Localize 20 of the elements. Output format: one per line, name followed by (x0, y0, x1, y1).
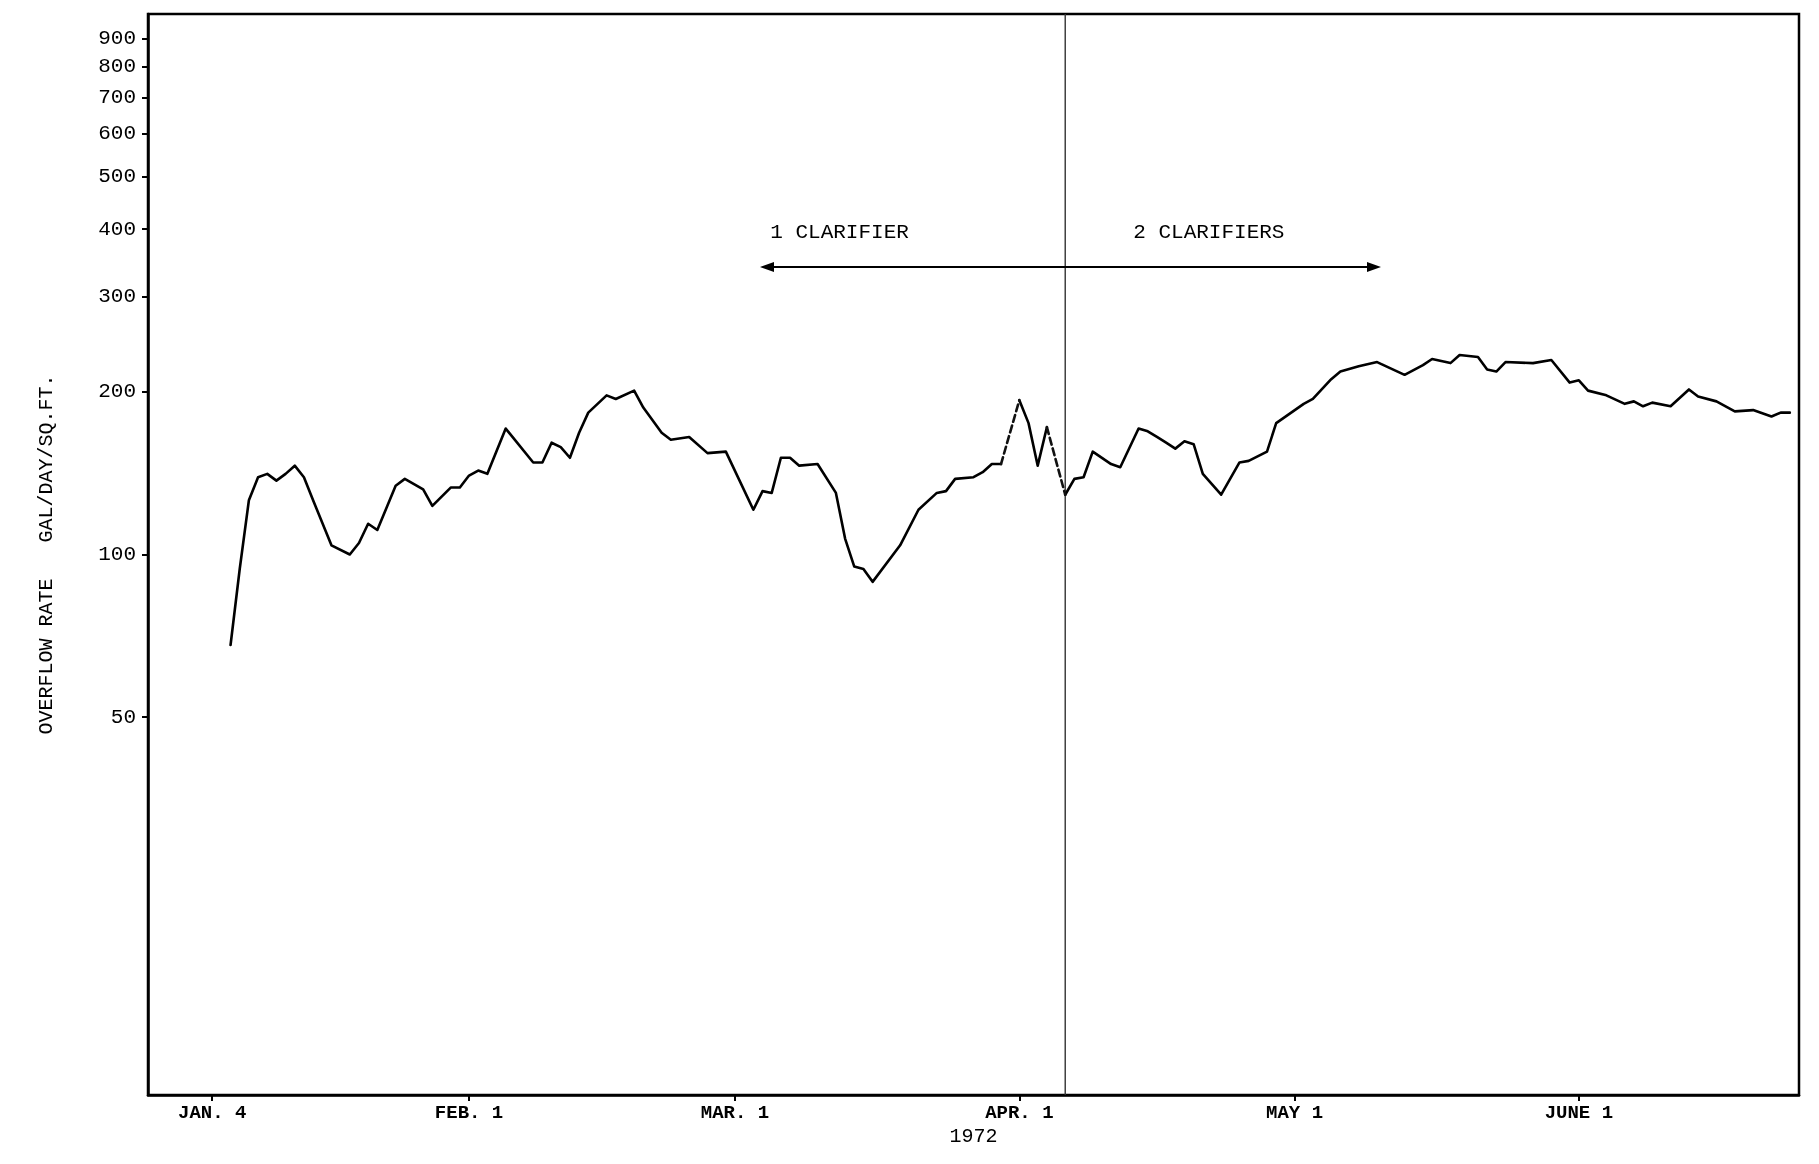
x-tick-label: FEB. 1 (434, 1101, 504, 1124)
y-tick-label: 800 (98, 54, 136, 78)
y-tick-label: 400 (98, 217, 136, 241)
y-tick-label: 500 (98, 165, 136, 189)
x-axis-title: 1972 (949, 1125, 998, 1149)
x-tick-label: APR. 1 (985, 1101, 1054, 1124)
x-tick-label: MAY 1 (1266, 1101, 1324, 1124)
x-tick-label: JAN. 4 (177, 1101, 247, 1124)
y-tick-label: 600 (98, 122, 136, 146)
y-tick-label: 100 (98, 543, 136, 566)
y-tick-label: 50 (110, 705, 136, 729)
annotation: 1 CLARIFIER (770, 221, 910, 244)
annotation: 2 CLARIFIERS (1133, 221, 1285, 244)
y-tick-label: 900 (98, 27, 136, 51)
y-tick-label: 700 (98, 86, 136, 110)
y-tick-label: 200 (98, 380, 136, 404)
y-tick-label: 300 (98, 285, 136, 309)
x-tick-label: MAR. 1 (700, 1101, 770, 1124)
x-tick-label: JUNE 1 (1544, 1101, 1614, 1124)
y-axis-title: OVERFLOW RATE GAL/DAY/SQ.FT. (34, 374, 58, 735)
